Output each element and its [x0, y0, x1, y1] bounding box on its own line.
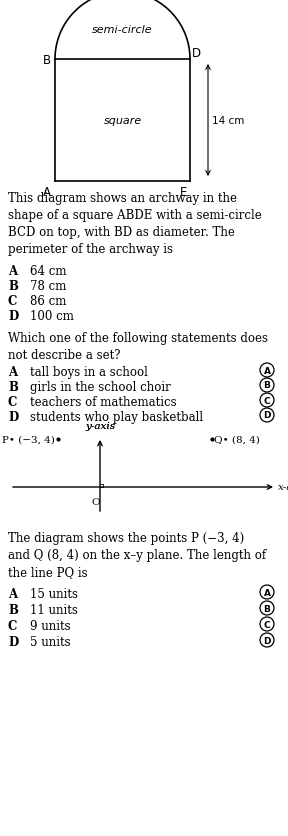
Text: D: D — [192, 47, 201, 60]
Text: y-axis: y-axis — [85, 421, 115, 431]
Text: A: A — [43, 186, 51, 199]
Text: students who play basketball: students who play basketball — [30, 410, 203, 424]
Text: C: C — [264, 396, 270, 405]
Text: 86 cm: 86 cm — [30, 294, 66, 308]
Text: B: B — [8, 380, 18, 394]
Text: 5 units: 5 units — [30, 635, 71, 648]
Text: O: O — [92, 497, 100, 507]
Text: semi-circle: semi-circle — [92, 24, 153, 34]
Text: square: square — [103, 116, 142, 126]
Text: D: D — [8, 410, 18, 424]
Text: The diagram shows the points P (−3, 4)
and Q (8, 4) on the x–y plane. The length: The diagram shows the points P (−3, 4) a… — [8, 532, 266, 579]
Text: y-axis: y-axis — [85, 421, 115, 431]
Text: This diagram shows an archway in the
shape of a square ABDE with a semi-circle
B: This diagram shows an archway in the sha… — [8, 191, 262, 256]
Text: B: B — [8, 280, 18, 293]
Text: 64 cm: 64 cm — [30, 265, 67, 278]
Text: C: C — [8, 619, 17, 632]
Text: E: E — [180, 186, 187, 199]
Text: A: A — [8, 588, 17, 600]
Text: teachers of mathematics: teachers of mathematics — [30, 395, 177, 409]
Text: C: C — [264, 619, 270, 629]
Text: B: B — [43, 54, 51, 66]
Text: 14 cm: 14 cm — [212, 116, 245, 126]
Text: D: D — [263, 411, 271, 420]
Text: girls in the school choir: girls in the school choir — [30, 380, 171, 394]
Text: C: C — [8, 395, 17, 409]
Text: x-axis: x-axis — [278, 483, 288, 492]
Text: D: D — [263, 635, 271, 645]
Text: 78 cm: 78 cm — [30, 280, 66, 293]
Text: 15 units: 15 units — [30, 588, 78, 600]
Text: D: D — [8, 309, 18, 323]
Text: A: A — [264, 588, 270, 597]
Text: B: B — [264, 381, 270, 390]
Text: 100 cm: 100 cm — [30, 309, 74, 323]
Text: P• (−3, 4): P• (−3, 4) — [2, 435, 55, 444]
Text: Q• (8, 4): Q• (8, 4) — [214, 435, 260, 444]
Text: tall boys in a school: tall boys in a school — [30, 365, 148, 379]
Text: A: A — [264, 366, 270, 375]
Text: Which one of the following statements does
not describe a set?: Which one of the following statements do… — [8, 332, 268, 361]
Text: 9 units: 9 units — [30, 619, 71, 632]
Text: B: B — [264, 604, 270, 613]
Text: A: A — [8, 365, 17, 379]
Text: 11 units: 11 units — [30, 604, 78, 616]
Text: B: B — [8, 604, 18, 616]
Text: C: C — [8, 294, 17, 308]
Text: A: A — [8, 265, 17, 278]
Text: D: D — [8, 635, 18, 648]
